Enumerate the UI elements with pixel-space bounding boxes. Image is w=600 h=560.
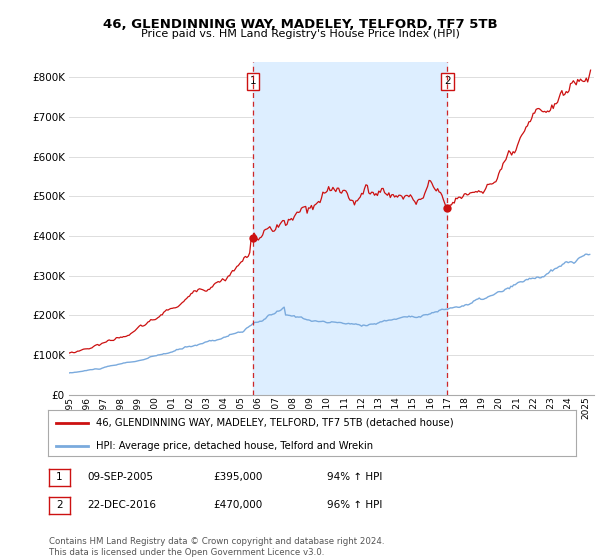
Text: £395,000: £395,000 [213, 472, 262, 482]
Text: Price paid vs. HM Land Registry's House Price Index (HPI): Price paid vs. HM Land Registry's House … [140, 29, 460, 39]
Text: 94% ↑ HPI: 94% ↑ HPI [327, 472, 382, 482]
Text: £470,000: £470,000 [213, 500, 262, 510]
Text: 22-DEC-2016: 22-DEC-2016 [87, 500, 156, 510]
Text: 1: 1 [250, 76, 256, 86]
Text: 2: 2 [444, 76, 451, 86]
Text: Contains HM Land Registry data © Crown copyright and database right 2024.
This d: Contains HM Land Registry data © Crown c… [49, 537, 385, 557]
Text: 1: 1 [56, 472, 63, 482]
Bar [253, 62, 448, 395]
Text: 09-SEP-2005: 09-SEP-2005 [87, 472, 153, 482]
Text: 46, GLENDINNING WAY, MADELEY, TELFORD, TF7 5TB: 46, GLENDINNING WAY, MADELEY, TELFORD, T… [103, 18, 497, 31]
Text: 96% ↑ HPI: 96% ↑ HPI [327, 500, 382, 510]
Text: 46, GLENDINNING WAY, MADELEY, TELFORD, TF7 5TB (detached house): 46, GLENDINNING WAY, MADELEY, TELFORD, T… [95, 418, 453, 428]
Text: 2: 2 [56, 500, 63, 510]
Text: HPI: Average price, detached house, Telford and Wrekin: HPI: Average price, detached house, Telf… [95, 441, 373, 451]
